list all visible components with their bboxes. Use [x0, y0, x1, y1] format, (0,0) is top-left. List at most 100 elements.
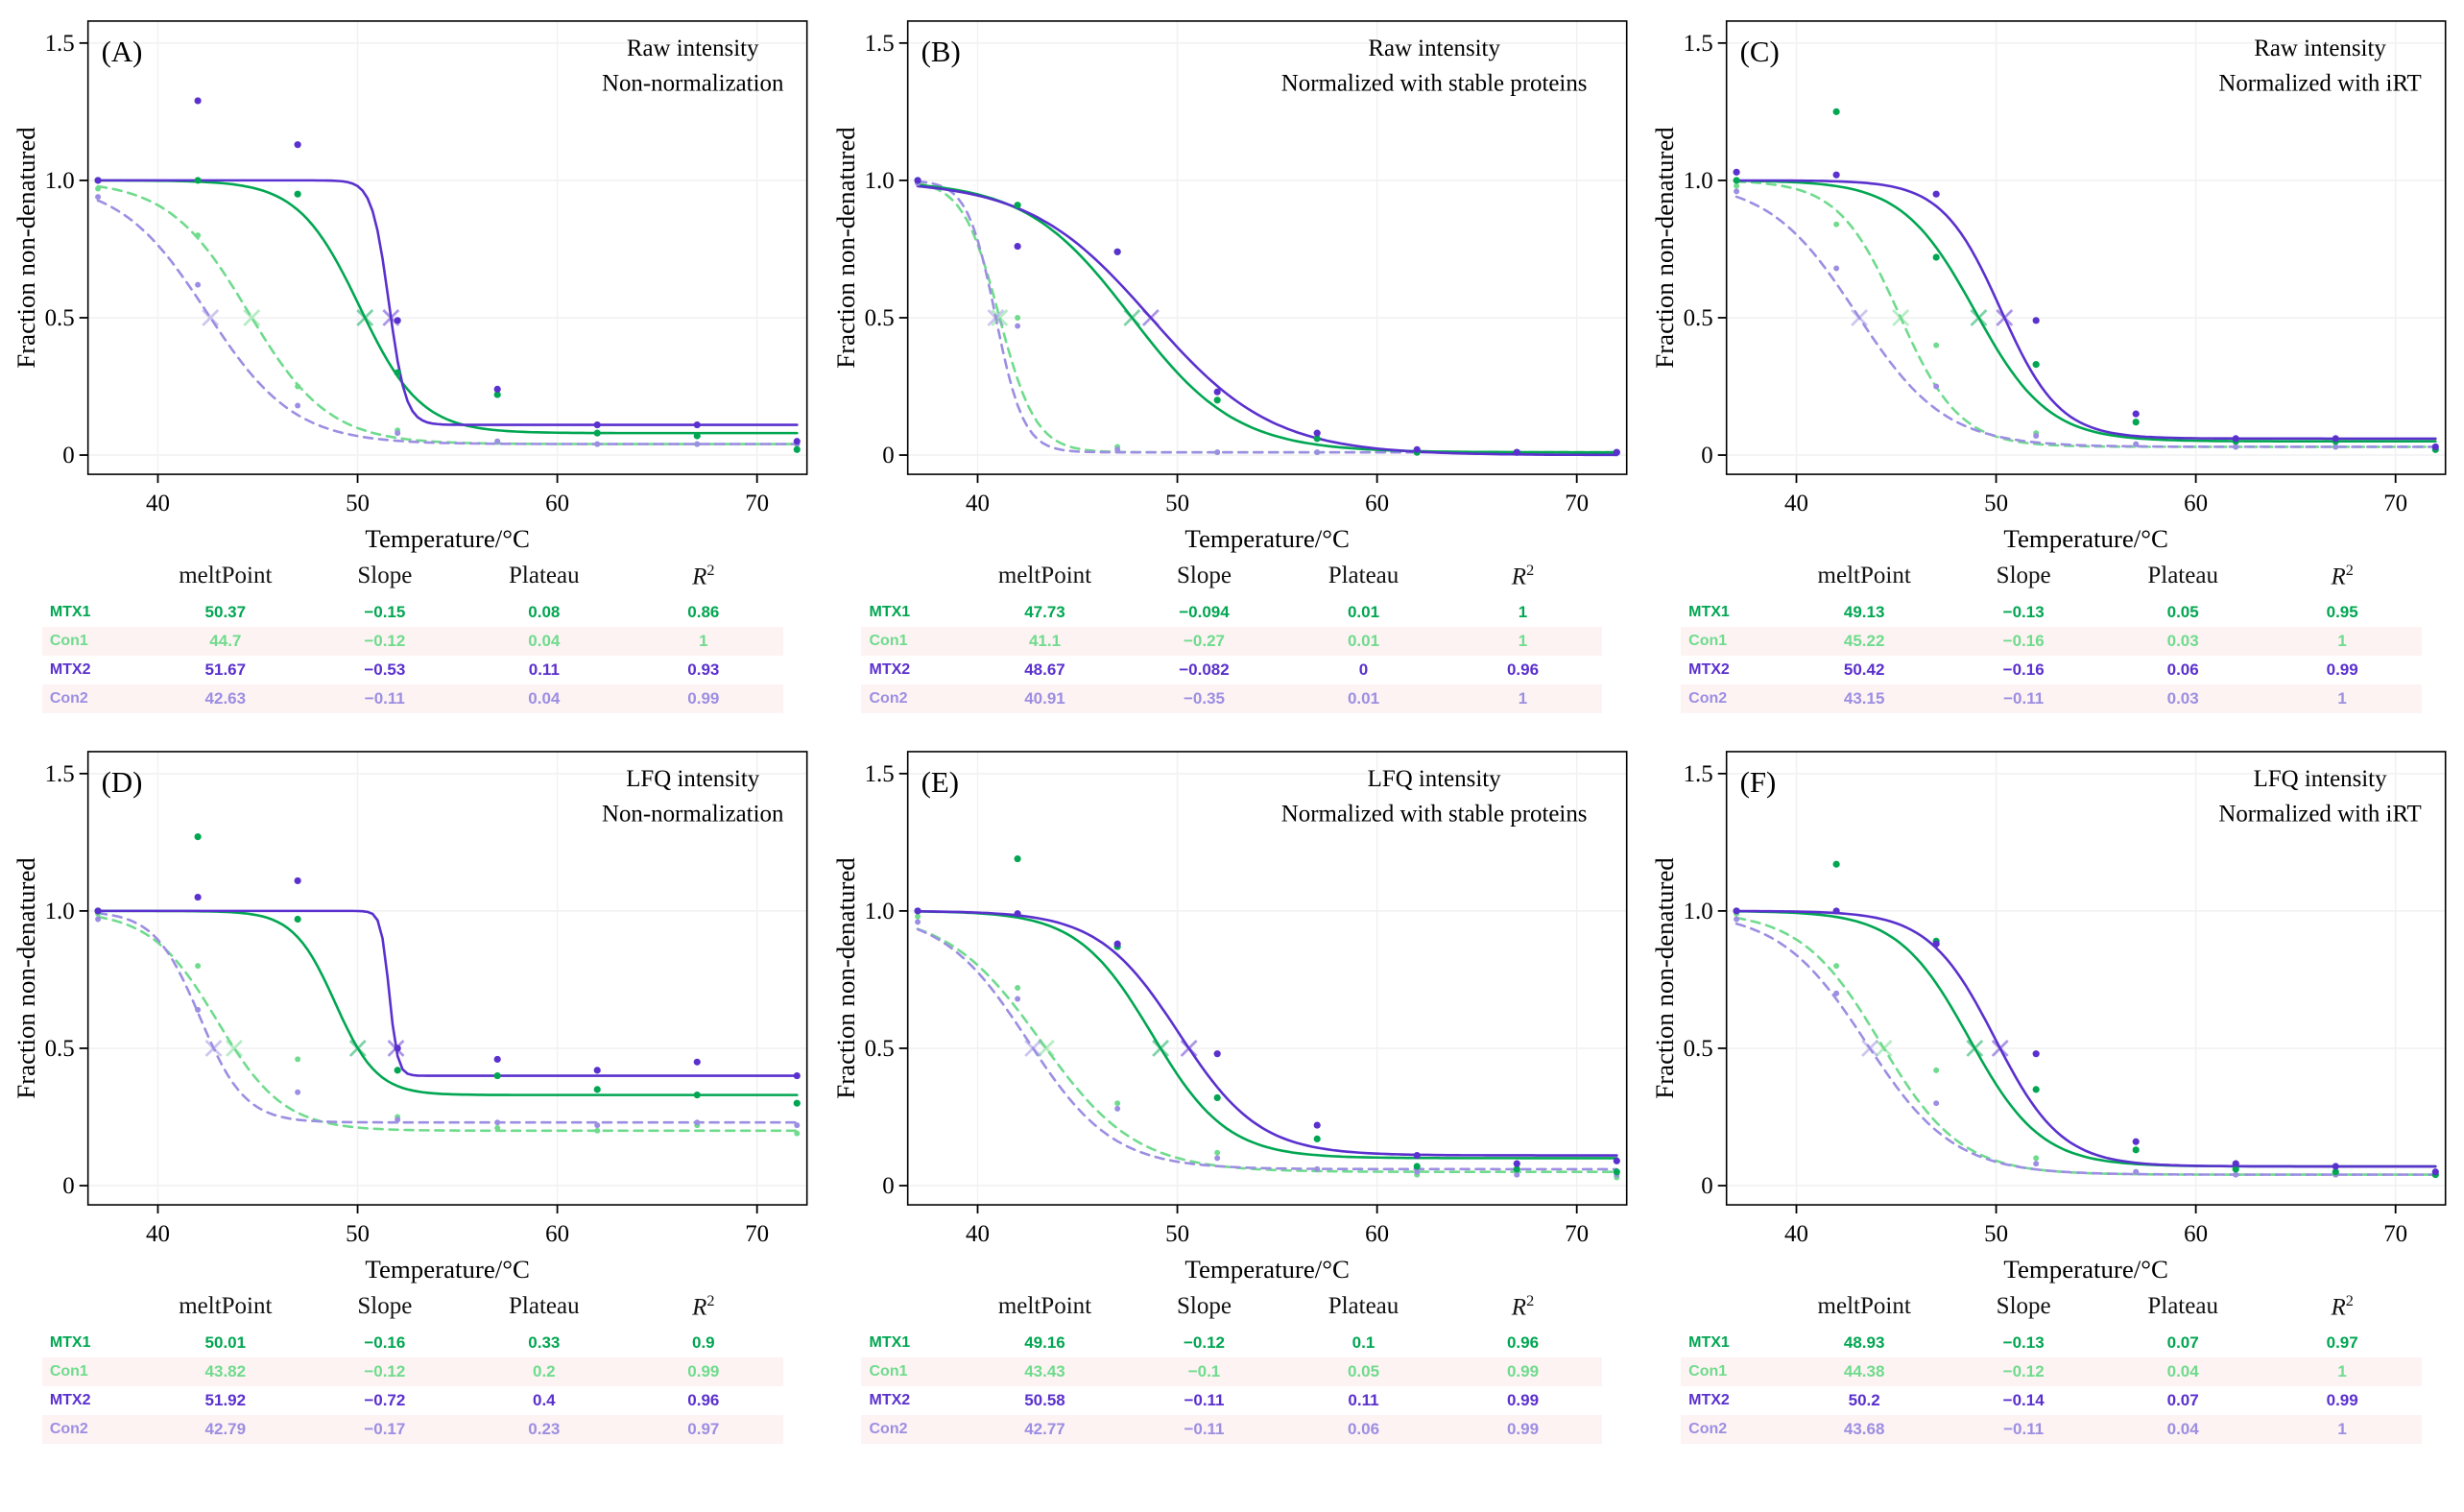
- data-point-MTX2: [94, 907, 102, 915]
- data-point-Con1: [1014, 314, 1020, 321]
- stat-value: −0.11: [2003, 689, 2045, 708]
- x-tick-label: 40: [146, 1221, 170, 1247]
- data-point-Con1: [594, 1127, 601, 1134]
- series-label: Con2: [49, 1421, 88, 1438]
- stat-value: −0.35: [1183, 689, 1225, 708]
- melt-marker-MTX2: [1996, 309, 2014, 326]
- y-tick-label: 1.0: [45, 899, 75, 924]
- stats-header: [861, 560, 965, 598]
- x-tick-label: 50: [346, 491, 370, 516]
- stat-value: 0.86: [687, 603, 720, 622]
- stats-header: Slope: [357, 1292, 413, 1319]
- stat-value: 0.01: [1347, 632, 1380, 651]
- data-point-Con1: [1933, 1067, 1940, 1073]
- plot-title-line: Normalized with iRT: [2219, 71, 2422, 97]
- data-point-MTX2: [1513, 448, 1520, 456]
- stats-header-row: meltPoint Slope Plateau R2: [1681, 560, 2422, 598]
- stats-row-MTX1: MTX1 47.73 −0.094 0.01 1: [861, 598, 1602, 627]
- series-label: Con1: [869, 633, 908, 650]
- data-point-MTX1: [194, 833, 202, 841]
- stat-value: 0.11: [1348, 1391, 1379, 1410]
- stat-value: 43.43: [1024, 1362, 1065, 1381]
- series-label: Con1: [1688, 633, 1728, 650]
- data-point-MTX1: [394, 1067, 401, 1074]
- stat-value: 0.04: [528, 632, 561, 651]
- stats-row-MTX2: MTX2 51.67 −0.53 0.11 0.93: [42, 656, 783, 684]
- data-point-Con1: [794, 1130, 801, 1137]
- x-axis-label: Temperature/°C: [1184, 524, 1350, 553]
- data-point-MTX2: [1932, 940, 1941, 948]
- data-point-Con1: [1833, 963, 1840, 970]
- stat-value: −0.082: [1179, 660, 1230, 680]
- data-point-MTX1: [1733, 177, 1740, 184]
- series-label: MTX1: [1688, 604, 1730, 621]
- melt-marker-Con1: [1037, 1040, 1055, 1057]
- data-point-MTX2: [493, 1055, 501, 1064]
- stat-value: 1: [1518, 603, 1528, 622]
- stat-value: 0.99: [1506, 1420, 1540, 1439]
- stat-value: 43.82: [204, 1362, 247, 1381]
- stats-header: [1681, 1290, 1784, 1329]
- y-axis-label: Fraction non-denatured: [12, 857, 40, 1099]
- series-label: MTX1: [869, 1334, 911, 1352]
- stats-header: meltPoint: [1817, 562, 1911, 588]
- y-tick-label: 0.5: [45, 1036, 75, 1062]
- stat-value: 49.13: [1843, 603, 1885, 622]
- x-tick-label: 50: [346, 1221, 370, 1247]
- series-label: MTX2: [1688, 1392, 1730, 1409]
- y-tick-label: 1.0: [864, 899, 894, 924]
- plot-svg: 40 50 60 70 0 0.5 1.0 1.5 Temperature/°C Fraction…: [831, 20, 1628, 553]
- stat-value: 1: [699, 632, 708, 651]
- stats-header: meltPoint: [997, 562, 1092, 588]
- fit-curve-MTX1: [916, 910, 1618, 1160]
- y-tick-label: 1.0: [45, 168, 75, 194]
- stat-value: 50.58: [1024, 1391, 1065, 1410]
- stat-value: −0.15: [364, 603, 406, 622]
- melt-marker-MTX1: [1966, 1040, 1984, 1057]
- data-point-MTX2: [194, 894, 202, 901]
- stat-value: 0.05: [1347, 1362, 1380, 1381]
- data-point-MTX1: [1213, 1093, 1221, 1102]
- fit-curve-Con1: [916, 927, 1618, 1174]
- data-point-MTX2: [1213, 1050, 1221, 1058]
- data-point-MTX2: [1313, 1121, 1321, 1129]
- series-label: Con2: [1688, 690, 1728, 708]
- y-tick-label: 0: [882, 1173, 894, 1199]
- stat-value: 0.07: [2166, 1333, 2199, 1353]
- series-label: MTX2: [869, 661, 911, 679]
- melt-marker-MTX2: [1180, 1040, 1198, 1057]
- stat-value: 50.37: [204, 603, 247, 622]
- stats-table-wrap-A: meltPoint Slope Plateau R2 MTX1 50.37 −0.15 0.0…: [10, 560, 816, 714]
- melt-marker-MTX2: [1992, 1040, 2010, 1057]
- plot-F: 40 50 60 70 0 0.5 1.0 1.5 Temperature/°C Fraction…: [1648, 738, 2454, 1288]
- data-point-Con2: [1213, 1155, 1220, 1162]
- stats-row-Con2: Con2 43.15 −0.11 0.03 1: [1681, 684, 2423, 714]
- data-point-MTX1: [1313, 435, 1321, 443]
- stat-value: 0.05: [2166, 603, 2199, 622]
- melt-marker-Con1: [991, 309, 1009, 326]
- plot-A: 40 50 60 70 0 0.5 1.0 1.5 Temperature/°C Fraction…: [10, 8, 816, 558]
- data-point-MTX1: [1014, 854, 1021, 863]
- data-point-MTX2: [493, 385, 501, 393]
- panel-label: (F): [1740, 765, 1777, 799]
- data-point-Con2: [1113, 446, 1120, 453]
- x-tick-label: 60: [1365, 491, 1389, 516]
- stats-header: meltPoint: [997, 1292, 1092, 1319]
- data-point-MTX2: [194, 97, 202, 105]
- stat-value: 0.1: [1352, 1333, 1376, 1353]
- data-point-Con2: [1213, 449, 1220, 456]
- x-axis-label: Temperature/°C: [365, 1255, 530, 1284]
- stat-value: 0.01: [1347, 689, 1380, 708]
- stats-row-MTX1: MTX1 49.13 −0.13 0.05 0.95: [1681, 598, 2422, 627]
- stats-table-wrap-C: meltPoint Slope Plateau R2 MTX1 49.13 −0.13 0.0…: [1648, 560, 2454, 714]
- plot-title-line: Normalized with iRT: [2219, 802, 2422, 828]
- stat-value: 0.2: [533, 1362, 556, 1381]
- stat-value: −0.17: [364, 1420, 406, 1439]
- data-point-Con1: [1213, 1149, 1220, 1156]
- data-point-MTX1: [1313, 1135, 1321, 1143]
- data-point-MTX2: [1932, 190, 1941, 198]
- stat-value: 50.2: [1848, 1391, 1880, 1410]
- data-point-Con2: [295, 1089, 301, 1095]
- stats-row-Con1: Con1 44.38 −0.12 0.04 1: [1681, 1357, 2423, 1387]
- stats-header: Plateau: [2147, 562, 2218, 588]
